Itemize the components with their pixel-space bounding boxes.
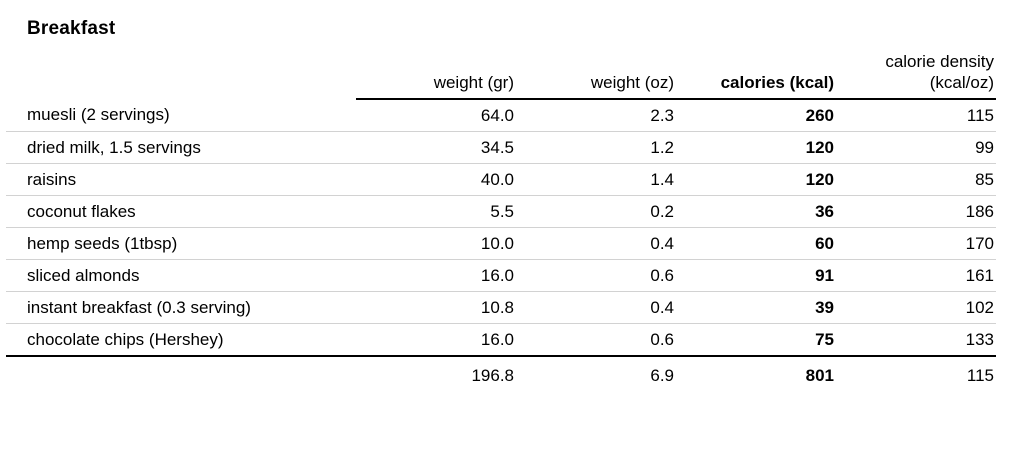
cell-calories: 75 xyxy=(676,323,836,358)
cell-calorie-density: 161 xyxy=(836,259,996,293)
cell-item-name: sliced almonds xyxy=(6,259,356,293)
cell-weight-gr: 16.0 xyxy=(356,259,516,293)
cell-item-name: coconut flakes xyxy=(6,195,356,229)
cell-calories: 120 xyxy=(676,163,836,197)
cell-weight-gr: 10.8 xyxy=(356,291,516,325)
cell-calorie-density: 170 xyxy=(836,227,996,261)
header-calorie-density-line1: calorie density xyxy=(885,52,994,71)
cell-weight-oz: 2.3 xyxy=(516,99,676,133)
cell-weight-gr: 40.0 xyxy=(356,163,516,197)
cell-calorie-density: 186 xyxy=(836,195,996,229)
cell-item-name: chocolate chips (Hershey) xyxy=(6,323,356,358)
totals-weight-gr: 196.8 xyxy=(471,366,514,386)
header-weight-gr: weight (gr) xyxy=(356,52,516,101)
cell-calorie-density: 99 xyxy=(836,131,996,165)
table-row: muesli (2 servings) 64.0 2.3 260 115 xyxy=(6,99,996,133)
breakfast-table: weight (gr) weight (oz) calories (kcal) … xyxy=(6,52,996,395)
header-item xyxy=(6,52,356,99)
cell-item-name: muesli (2 servings) xyxy=(6,99,356,133)
table-footer: 196.8 6.9 801 115 xyxy=(6,356,996,395)
cell-item-name: instant breakfast (0.3 serving) xyxy=(6,291,356,325)
totals-calories: 801 xyxy=(805,366,834,386)
cell-calories: 120 xyxy=(676,131,836,165)
header-calorie-density: calorie density (kcal/oz) xyxy=(836,52,996,101)
header-calories: calories (kcal) xyxy=(676,52,836,101)
table-row: raisins 40.0 1.4 120 85 xyxy=(6,163,996,197)
table-body: muesli (2 servings) 64.0 2.3 260 115 dri… xyxy=(6,99,996,358)
cell-calories: 91 xyxy=(676,259,836,293)
cell-weight-oz: 0.6 xyxy=(516,259,676,293)
cell-calorie-density: 85 xyxy=(836,163,996,197)
cell-weight-gr: 64.0 xyxy=(356,99,516,133)
table-row: chocolate chips (Hershey) 16.0 0.6 75 13… xyxy=(6,323,996,358)
header-weight-oz: weight (oz) xyxy=(516,52,676,101)
header-row: weight (gr) weight (oz) calories (kcal) … xyxy=(6,52,996,101)
totals-weight-oz: 6.9 xyxy=(650,366,674,386)
cell-item-name: hemp seeds (1tbsp) xyxy=(6,227,356,261)
cell-weight-oz: 1.4 xyxy=(516,163,676,197)
cell-weight-oz: 0.6 xyxy=(516,323,676,358)
cell-weight-oz: 1.2 xyxy=(516,131,676,165)
table-row: coconut flakes 5.5 0.2 36 186 xyxy=(6,195,996,229)
cell-item-name: raisins xyxy=(6,163,356,197)
totals-row: 196.8 6.9 801 115 xyxy=(6,356,996,395)
cell-calories: 39 xyxy=(676,291,836,325)
cell-calorie-density: 102 xyxy=(836,291,996,325)
cell-weight-gr: 10.0 xyxy=(356,227,516,261)
table-row: instant breakfast (0.3 serving) 10.8 0.4… xyxy=(6,291,996,325)
cell-weight-gr: 16.0 xyxy=(356,323,516,358)
cell-item-name: dried milk, 1.5 servings xyxy=(6,131,356,165)
table-row: hemp seeds (1tbsp) 10.0 0.4 60 170 xyxy=(6,227,996,261)
page-title: Breakfast xyxy=(27,18,116,39)
cell-calories: 60 xyxy=(676,227,836,261)
cell-weight-oz: 0.4 xyxy=(516,227,676,261)
cell-calorie-density: 115 xyxy=(836,99,996,133)
cell-weight-oz: 0.4 xyxy=(516,291,676,325)
cell-calories: 36 xyxy=(676,195,836,229)
cell-calorie-density: 133 xyxy=(836,323,996,358)
totals-label xyxy=(6,356,356,395)
cell-weight-gr: 34.5 xyxy=(356,131,516,165)
cell-weight-gr: 5.5 xyxy=(356,195,516,229)
table-row: sliced almonds 16.0 0.6 91 161 xyxy=(6,259,996,293)
cell-weight-oz: 0.2 xyxy=(516,195,676,229)
header-calorie-density-line2: (kcal/oz) xyxy=(929,72,994,92)
table-header: weight (gr) weight (oz) calories (kcal) … xyxy=(6,52,996,101)
table-row: dried milk, 1.5 servings 34.5 1.2 120 99 xyxy=(6,131,996,165)
totals-calorie-density: 115 xyxy=(966,366,994,386)
cell-calories: 260 xyxy=(676,99,836,133)
